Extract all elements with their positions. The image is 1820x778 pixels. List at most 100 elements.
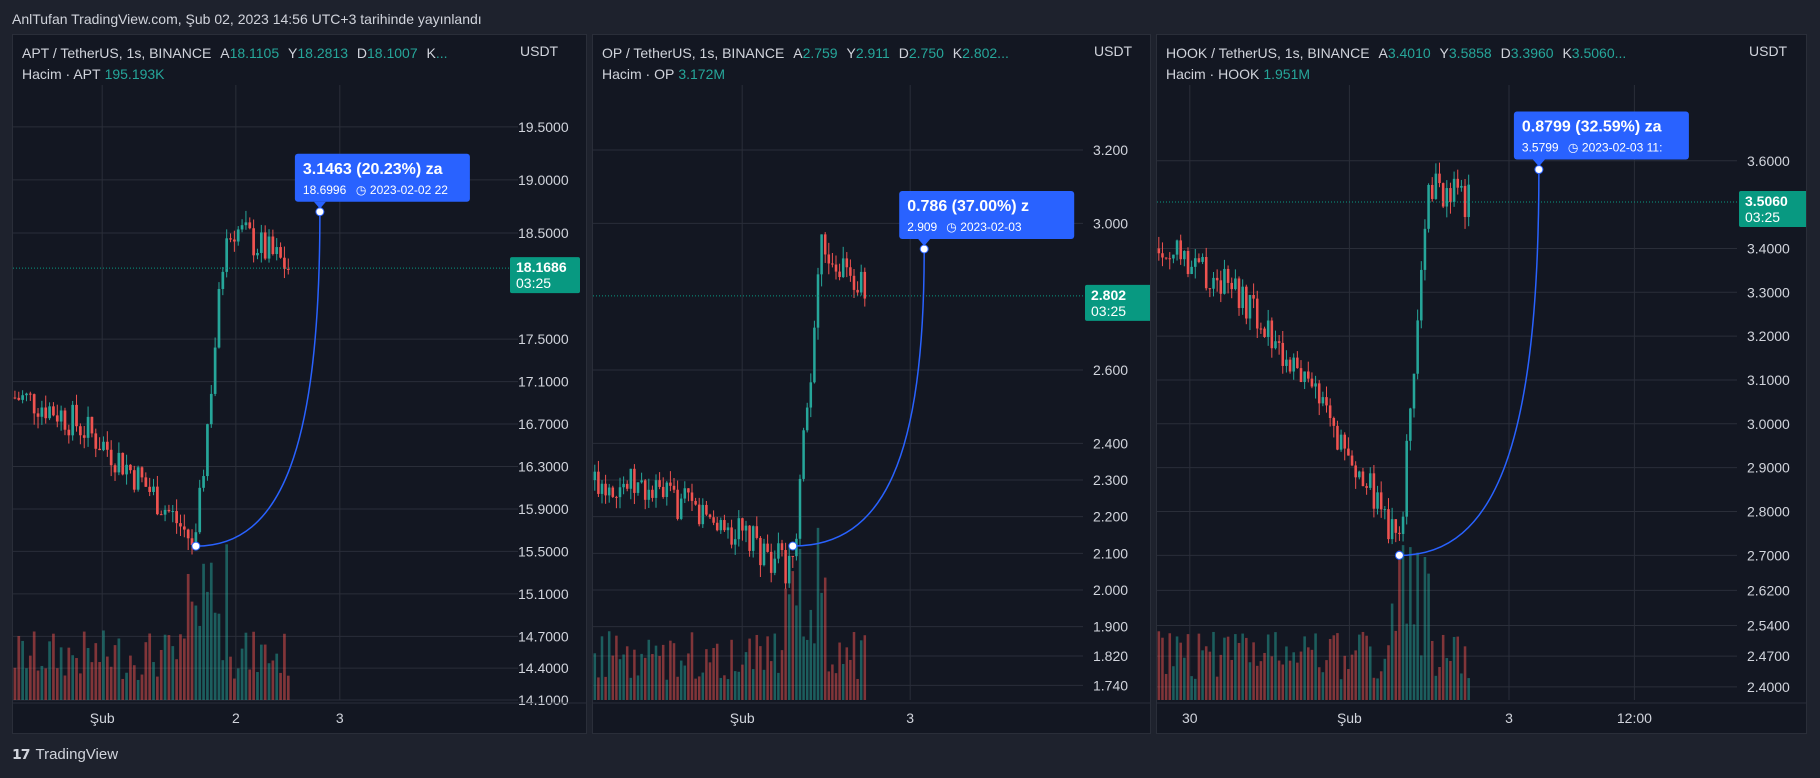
symbol-header[interactable]: OP / TetherUS, 1s, BINANCE A2.759 Y2.911… [602,45,1009,61]
symbol-header[interactable]: APT / TetherUS, 1s, BINANCE A18.1105 Y18… [22,45,448,61]
volume-bar [1383,658,1387,700]
candle-body [129,464,132,471]
candle-body [1445,188,1449,207]
projection-curve[interactable] [792,248,925,547]
chart-svg-op[interactable]: 3.200 3.000 2.600 2.400 2.300 2.200 2.100 2.000… [593,35,1151,734]
candle-body [125,464,128,475]
candle-body [669,482,672,486]
candle-body [190,538,194,546]
candle-body [1303,371,1306,383]
volume-bar [1201,650,1204,700]
y-tick-label: 16.3000 [518,458,569,474]
volume-legend[interactable]: Hacim · HOOK 1.951M [1166,66,1310,82]
candle-body [849,267,852,276]
volume-bar [1285,646,1288,700]
volume-bar [109,666,113,700]
candle-body [1234,278,1237,290]
x-tick-label: 3 [906,710,914,726]
projection-label-box[interactable] [294,153,470,202]
last-price-tag[interactable] [1739,190,1807,227]
candle-body [40,407,44,417]
volume-bar [121,678,125,700]
volume-bar [1398,550,1401,700]
volume-bar [1456,636,1460,700]
y-tick-label: 17.1000 [518,374,569,390]
volume-bar [1223,637,1226,700]
candle-body [618,487,622,498]
volume-bar [831,664,834,700]
footer-brand[interactable]: 𝟭𝟳 TradingView [12,746,118,763]
symbol-header[interactable]: HOOK / TetherUS, 1s, BINANCE A3.4010 Y3.… [1166,45,1626,61]
volume-bar [225,544,229,700]
axis-unit: USDT [1749,43,1788,59]
candle-body [136,467,140,490]
candle-body [658,480,661,487]
candle-body [643,480,647,500]
candle-body [44,407,48,419]
candle-body [186,529,190,539]
projection-curve[interactable] [1399,169,1540,557]
projection-label-pointer [313,201,326,209]
projection-start-point[interactable] [1394,550,1404,560]
candle-body [163,509,167,515]
candle-body [221,271,225,289]
projection-curve[interactable] [195,211,321,547]
chart-svg-apt[interactable]: 19.5000 19.0000 18.5000 17.5000 17.1000 16.70… [13,35,587,734]
volume-bar [263,644,267,700]
chart-panel-op[interactable]: 3.200 3.000 2.600 2.400 2.300 2.200 2.100 2.000… [592,34,1151,734]
projection-label-box[interactable] [1513,111,1689,160]
candle-body [607,487,611,496]
candle-body [233,239,236,242]
volume-bar [259,644,263,700]
chart-panel-hook[interactable]: 3.6000 3.4000 3.3000 3.2000 3.1000 3.0000 2.90… [1156,34,1807,734]
volume-bar [240,648,244,700]
chart-svg-hook[interactable]: 3.6000 3.4000 3.3000 3.2000 3.1000 3.0000 2.90… [1157,35,1807,734]
projection-label-box[interactable] [899,191,1075,239]
last-price-tag[interactable] [510,257,580,294]
symbol-title[interactable]: HOOK / TetherUS, 1s, BINANCE [1166,45,1370,61]
volume-bar [1387,645,1390,700]
volume-bar [805,639,809,700]
projection-start-point[interactable] [788,541,798,551]
last-price-tag[interactable] [1085,284,1151,321]
volume-bar [1263,652,1266,700]
symbol-title[interactable]: OP / TetherUS, 1s, BINANCE [602,45,785,61]
projection-end-point[interactable] [315,207,325,217]
candle-body [1266,320,1270,337]
candle-body [86,416,90,438]
candle-body [672,485,676,490]
chart-panel-apt[interactable]: 19.5000 19.0000 18.5000 17.5000 17.1000 16.70… [12,34,587,734]
candle-body [1412,373,1416,409]
symbol-title[interactable]: APT / TetherUS, 1s, BINANCE [22,45,212,61]
volume-bar [1343,655,1347,700]
candle-body [1212,277,1215,289]
volume-bar [44,668,48,700]
candle-body [712,517,715,523]
volume-bar [1412,624,1416,700]
candle-body [1186,250,1190,275]
volume-bar [741,664,744,700]
tradingview-logo-icon: 𝟭𝟳 [12,746,31,762]
volume-legend[interactable]: Hacim · APT 195.193K [22,66,165,82]
volume-legend[interactable]: Hacim · OP 3.172M [602,66,725,82]
candle-body [113,465,117,473]
volume-bar [816,527,820,700]
candle-body [1358,471,1361,478]
candle-body [98,448,101,451]
y-tick-label: 1.900 [1093,619,1128,635]
candle-body [1314,383,1317,387]
candle-body [1237,278,1241,308]
volume-bar [791,571,795,700]
candle-body [225,238,229,272]
volume-bar [1259,661,1263,700]
volume-bar [1172,666,1175,700]
candle-body [1285,359,1288,366]
candle-body [1307,371,1310,379]
volume-bar [1179,642,1182,700]
projection-end-point[interactable] [1534,165,1544,175]
y-tick-label: 3.000 [1093,215,1128,231]
projection-start-point[interactable] [191,541,201,551]
projection-end-point[interactable] [919,244,929,254]
candle-body [1270,320,1274,349]
candle-body [1157,248,1161,254]
